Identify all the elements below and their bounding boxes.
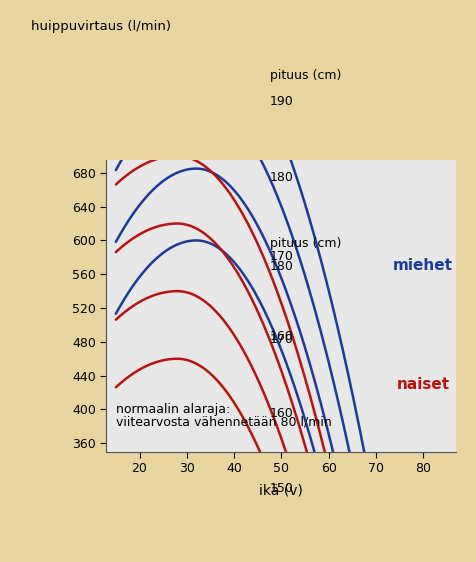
Text: viitearvosta vähennetään 80 l/min: viitearvosta vähennetään 80 l/min [116,415,332,428]
Text: pituus (cm): pituus (cm) [269,70,341,83]
Text: 150: 150 [269,482,293,495]
Text: naiset: naiset [397,377,450,392]
Text: 160: 160 [269,407,293,420]
Text: 170: 170 [269,250,293,263]
Text: huippuvirtaus (l/min): huippuvirtaus (l/min) [31,20,171,33]
X-axis label: ikä (v): ikä (v) [259,483,303,497]
Text: pituus (cm): pituus (cm) [269,238,341,251]
Text: 180: 180 [269,260,293,273]
Text: 160: 160 [269,329,293,342]
Text: 180: 180 [269,171,293,184]
Text: 170: 170 [269,333,293,346]
Text: 190: 190 [269,94,293,107]
Text: miehet: miehet [393,259,453,273]
Text: normaalin alaraja:: normaalin alaraja: [116,403,230,416]
